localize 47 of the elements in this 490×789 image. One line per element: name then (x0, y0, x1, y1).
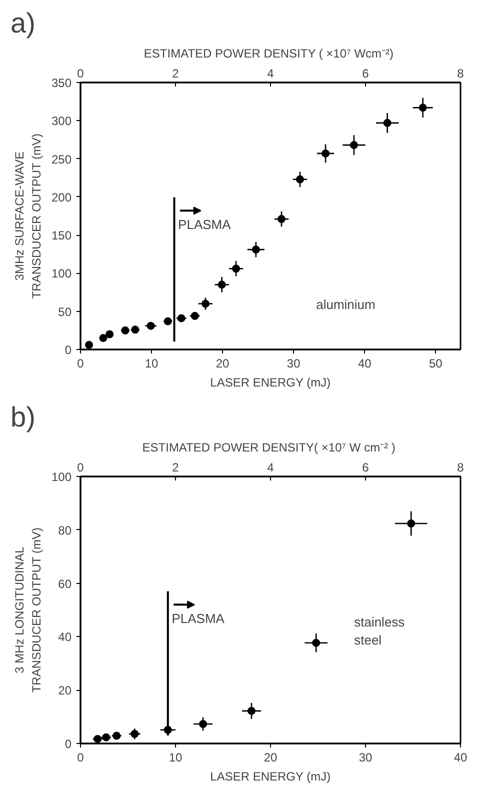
annotation: stainless steel (354, 614, 406, 648)
x2-axis-title: ESTIMATED POWER DENSITY( ×10⁷ W cm⁻² ) (142, 440, 396, 454)
x-tick-label: 20 (264, 750, 278, 764)
x-axis-title: LASER ENERGY (mJ) (210, 376, 331, 390)
x2-tick-label: 8 (457, 460, 464, 474)
x2-tick-label: 0 (77, 460, 84, 474)
y-axis-title: 3 MHz LONGITUDINAL TRANSDUCER OUTPUT (mV) (12, 528, 44, 693)
x2-axis-title: ESTIMATED POWER DENSITY ( ×10⁷ Wcm⁻²) (144, 46, 394, 60)
x2-tick-label: 2 (172, 66, 180, 80)
y-tick-label: 50 (58, 304, 72, 319)
x-tick-label: 40 (454, 750, 468, 764)
x-tick-label: 10 (144, 356, 159, 370)
x-tick-label: 30 (358, 750, 372, 764)
x-axis-title: LASER ENERGY (mJ) (210, 770, 331, 784)
text: b) (10, 402, 36, 432)
x-tick-label: 50 (428, 356, 443, 370)
ref-line-label: PLASMA (178, 217, 232, 232)
x-tick-label: 0 (77, 750, 84, 764)
y-tick-label: 100 (51, 470, 72, 484)
y-tick-label: 0 (64, 737, 72, 751)
x2-tick-label: 4 (267, 460, 274, 474)
x2-tick-label: 4 (267, 66, 274, 80)
y-tick-label: 100 (51, 266, 72, 281)
x2-tick-label: 8 (457, 66, 464, 80)
x2-tick-label: 0 (77, 66, 84, 80)
y-tick-label: 60 (58, 576, 72, 591)
y-tick-label: 40 (58, 630, 72, 644)
annotation: aluminium (316, 297, 376, 312)
x-tick-label: 10 (168, 750, 182, 764)
x-tick-label: 20 (216, 356, 230, 370)
x2-tick-label: 2 (172, 460, 180, 474)
y-tick-label: 200 (51, 190, 72, 204)
y-tick-label: 80 (58, 523, 72, 538)
ref-line-label: PLASMA (172, 611, 225, 626)
y-axis-title: 3MHz SURFACE-WAVE TRANSDUCER OUTPUT (mV) (12, 134, 44, 299)
x-tick-label: 40 (358, 356, 372, 370)
y-tick-label: 350 (51, 76, 72, 90)
x-tick-label: 0 (77, 356, 84, 370)
y-tick-label: 20 (58, 684, 72, 698)
x2-tick-label: 6 (362, 460, 370, 474)
x2-tick-label: 6 (362, 66, 370, 80)
text: a) (10, 8, 36, 38)
y-tick-label: 150 (51, 228, 72, 243)
y-tick-label: 250 (51, 152, 72, 166)
y-tick-label: 0 (64, 343, 72, 357)
y-tick-label: 300 (51, 114, 72, 128)
x-tick-label: 30 (286, 356, 301, 370)
